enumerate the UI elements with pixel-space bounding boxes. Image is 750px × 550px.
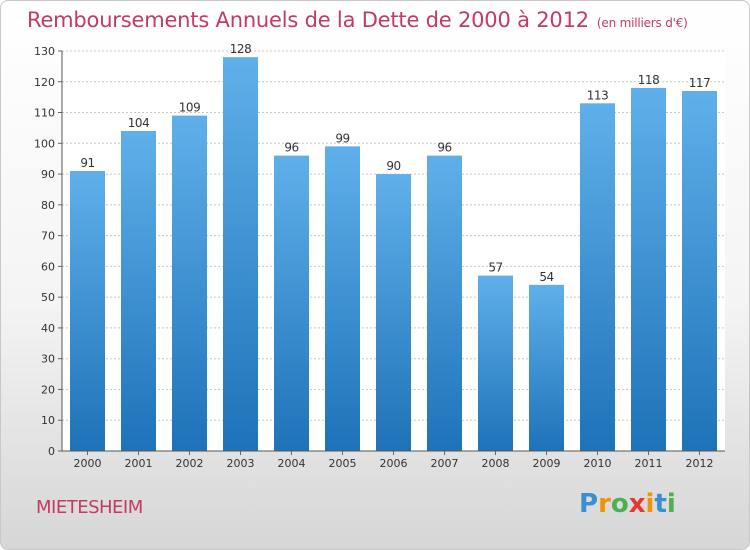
bar <box>682 91 717 451</box>
x-tick-label: 2011 <box>635 457 663 470</box>
x-tick-label: 2001 <box>125 457 153 470</box>
y-tick-label: 80 <box>41 199 55 212</box>
x-tick-label: 2002 <box>176 457 204 470</box>
y-tick-label: 40 <box>41 322 55 335</box>
chart-unit: (en milliers d'€) <box>596 16 688 30</box>
data-label: 117 <box>689 76 710 90</box>
data-label: 91 <box>80 156 94 170</box>
data-label: 104 <box>128 116 149 130</box>
x-tick-label: 2007 <box>431 457 459 470</box>
data-label: 113 <box>587 88 608 102</box>
data-label: 118 <box>638 73 659 87</box>
y-tick-label: 20 <box>41 383 55 396</box>
logo-letter: x <box>628 489 646 519</box>
bar <box>529 284 564 451</box>
data-label: 54 <box>539 270 553 284</box>
logo-letter: i <box>666 489 676 519</box>
x-tick-label: 2000 <box>74 457 102 470</box>
x-tick-label: 2004 <box>278 457 306 470</box>
x-tick-label: 2010 <box>584 457 612 470</box>
data-label: 96 <box>437 141 451 155</box>
logo-letter: t <box>654 489 667 519</box>
bar <box>172 115 207 451</box>
place-name: MIETESHEIM <box>36 497 143 518</box>
y-tick-label: 100 <box>34 137 55 150</box>
x-tick-label: 2008 <box>482 457 510 470</box>
bar <box>325 146 360 451</box>
y-tick-label: 90 <box>41 168 55 181</box>
y-tick-label: 30 <box>41 353 55 366</box>
chart-title: Remboursements Annuels de la Dette de 20… <box>27 8 589 32</box>
bar <box>223 57 258 452</box>
y-tick-label: 50 <box>41 291 55 304</box>
data-label: 109 <box>179 101 200 115</box>
bar <box>427 155 462 451</box>
y-tick-label: 70 <box>41 230 55 243</box>
x-tick-label: 2006 <box>380 457 408 470</box>
x-tick-label: 2005 <box>329 457 357 470</box>
data-label: 57 <box>488 261 502 275</box>
x-tick-label: 2003 <box>227 457 255 470</box>
y-tick-label: 60 <box>41 260 55 273</box>
y-tick-label: 10 <box>41 414 55 427</box>
data-label: 99 <box>335 131 349 145</box>
x-tick-label: 2009 <box>533 457 561 470</box>
bar <box>580 103 615 452</box>
bar <box>376 174 411 452</box>
logo-letter: i <box>645 489 655 519</box>
bar <box>631 87 666 451</box>
proxiti-logo: Proxiti <box>579 489 676 519</box>
y-tick-label: 120 <box>34 76 55 89</box>
y-tick-label: 130 <box>34 45 55 58</box>
data-label: 96 <box>284 141 298 155</box>
logo-letter: o <box>610 489 629 519</box>
y-tick-label: 0 <box>48 445 55 458</box>
bar <box>478 275 513 451</box>
logo-letter: P <box>579 489 599 519</box>
y-tick-label: 110 <box>34 107 55 120</box>
data-label: 128 <box>230 42 251 56</box>
x-tick-label: 2012 <box>686 457 714 470</box>
bar <box>121 131 156 451</box>
data-label: 90 <box>386 159 400 173</box>
bar <box>274 155 309 451</box>
logo-letter: r <box>598 489 611 519</box>
bar <box>70 171 105 451</box>
chart-title-block: Remboursements Annuels de la Dette de 20… <box>27 8 688 32</box>
